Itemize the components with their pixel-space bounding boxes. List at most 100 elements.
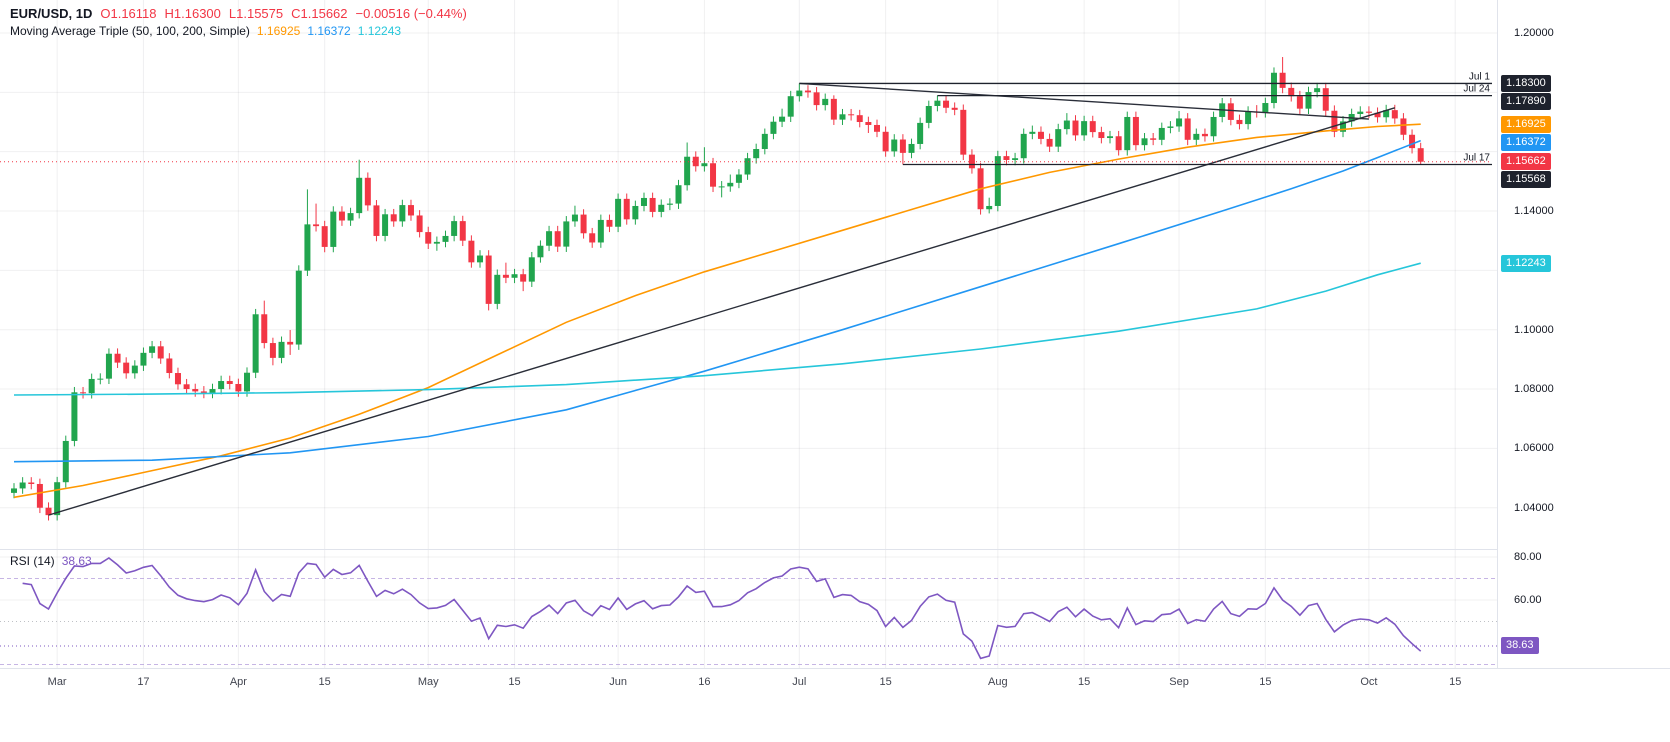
candle-body [632,205,639,220]
candle-body [779,116,786,122]
candle-body [1124,116,1131,151]
price-axis-badge: 1.16925 [1501,115,1551,133]
candle-body [313,224,320,227]
candle-body [615,198,622,227]
time-axis-label[interactable]: 15 [879,676,892,688]
candle-body [839,114,846,120]
candle-body [1409,134,1416,149]
candle-body [1322,88,1329,111]
candle-body [269,343,276,358]
candle-body [804,90,811,93]
candle-body [1296,96,1303,109]
candle-body [157,346,164,359]
candle-body [563,221,570,247]
candle-body [19,482,26,489]
candle-body [684,156,691,186]
ma200-line [13,262,1421,396]
rsi-value: 38.63 [61,554,92,568]
time-axis-label[interactable]: Jun [609,676,627,688]
price-axis[interactable]: 1.20000 1.14000 1.10000 1.08000 1.06000 1.040… [1497,0,1670,668]
candle-body [477,255,484,263]
hlines-layer[interactable]: Jul 1 Jul 24 Jul 17 [799,71,1492,166]
time-axis-label[interactable]: Mar [47,676,67,688]
candle-body [278,341,285,358]
time-axis-label[interactable]: 15 [1077,676,1091,688]
candle-body [1400,118,1407,135]
hline-label: Jul 17 [1463,152,1490,163]
time-axis-label[interactable]: 17 [137,676,150,688]
candle-body [597,219,604,243]
candle-body [718,186,725,188]
symbol-title[interactable]: EUR/USD, 1D [10,6,93,21]
price-chart-svg[interactable]: Jul 1 Jul 24 Jul 17 [0,0,1497,668]
candle-body [1072,120,1079,136]
candle-body [123,362,130,374]
price-axis-badge: 1.17890 [1501,92,1551,110]
candle-body [149,346,156,353]
candles-layer[interactable] [11,57,1424,521]
rsi-pane[interactable] [0,557,1497,665]
descending-trendline [799,82,1369,120]
candle-body [727,182,734,187]
candle-body [986,205,993,210]
ma50-value: 1.16925 [256,24,301,38]
candle-body [882,131,889,152]
candle-body [770,121,777,134]
ohlc-high: H1.16300 [164,6,221,21]
candle-body [36,483,43,508]
candle-body [244,372,251,392]
price-axis-badge: 1.15662 [1501,153,1551,171]
time-axis-label[interactable]: Jul [792,676,807,688]
price-tick-label: 1.08000 [1514,383,1554,396]
time-axis-label[interactable]: 16 [698,676,711,688]
candle-body [666,203,673,205]
time-axis-label[interactable]: 15 [1449,676,1462,688]
candle-body [710,163,717,187]
candle-body [330,211,337,247]
candle-body [606,219,613,227]
candle-body [1236,119,1243,125]
candle-body [1020,133,1027,159]
candle-body [416,215,423,233]
hline-label: Jul 1 [1469,71,1491,82]
time-axis-label[interactable]: 15 [318,676,331,688]
candle-body [338,211,345,221]
pane-divider[interactable] [0,549,1670,550]
candle-body [753,149,760,159]
ma-indicator-title[interactable]: Moving Average Triple (50, 100, 200, Sim… [10,24,250,38]
candle-body [1279,72,1286,88]
candle-body [1115,136,1122,151]
candle-body [640,197,647,206]
time-axis-label[interactable]: Oct [1360,676,1378,688]
trendlines-layer[interactable] [48,82,1396,516]
candle-body [140,352,147,366]
rsi-indicator-title[interactable]: RSI (14) [10,554,55,568]
time-axis-label[interactable]: Aug [988,676,1008,688]
time-axis[interactable]: Mar 17 Apr 15 May 15 Jun 16 Jul 15 Aug 15 Sep 15 Oct 15 [0,668,1670,699]
candle-body [485,255,492,304]
time-axis-label[interactable]: 15 [1259,676,1272,688]
candle-body [692,156,699,167]
time-axis-label[interactable]: May [417,676,439,688]
time-axis-label[interactable]: Apr [229,676,247,688]
candle-body [11,488,17,493]
candle-body [899,139,906,153]
candle-body [1340,121,1347,132]
time-axis-label[interactable]: Sep [1169,676,1189,688]
candle-body [1107,136,1114,139]
ma50-line [13,123,1421,499]
candle-body [1046,138,1053,147]
candle-body [97,378,104,380]
candle-body [114,353,121,363]
candle-body [951,107,958,110]
candle-body [218,381,225,390]
candle-body [1089,121,1096,133]
candle-body [571,214,578,222]
candle-body [1270,72,1277,104]
candle-body [554,231,561,247]
candle-body [54,482,61,516]
candle-body [494,274,501,304]
candle-body [1201,133,1208,137]
time-axis-label[interactable]: 15 [508,676,521,688]
